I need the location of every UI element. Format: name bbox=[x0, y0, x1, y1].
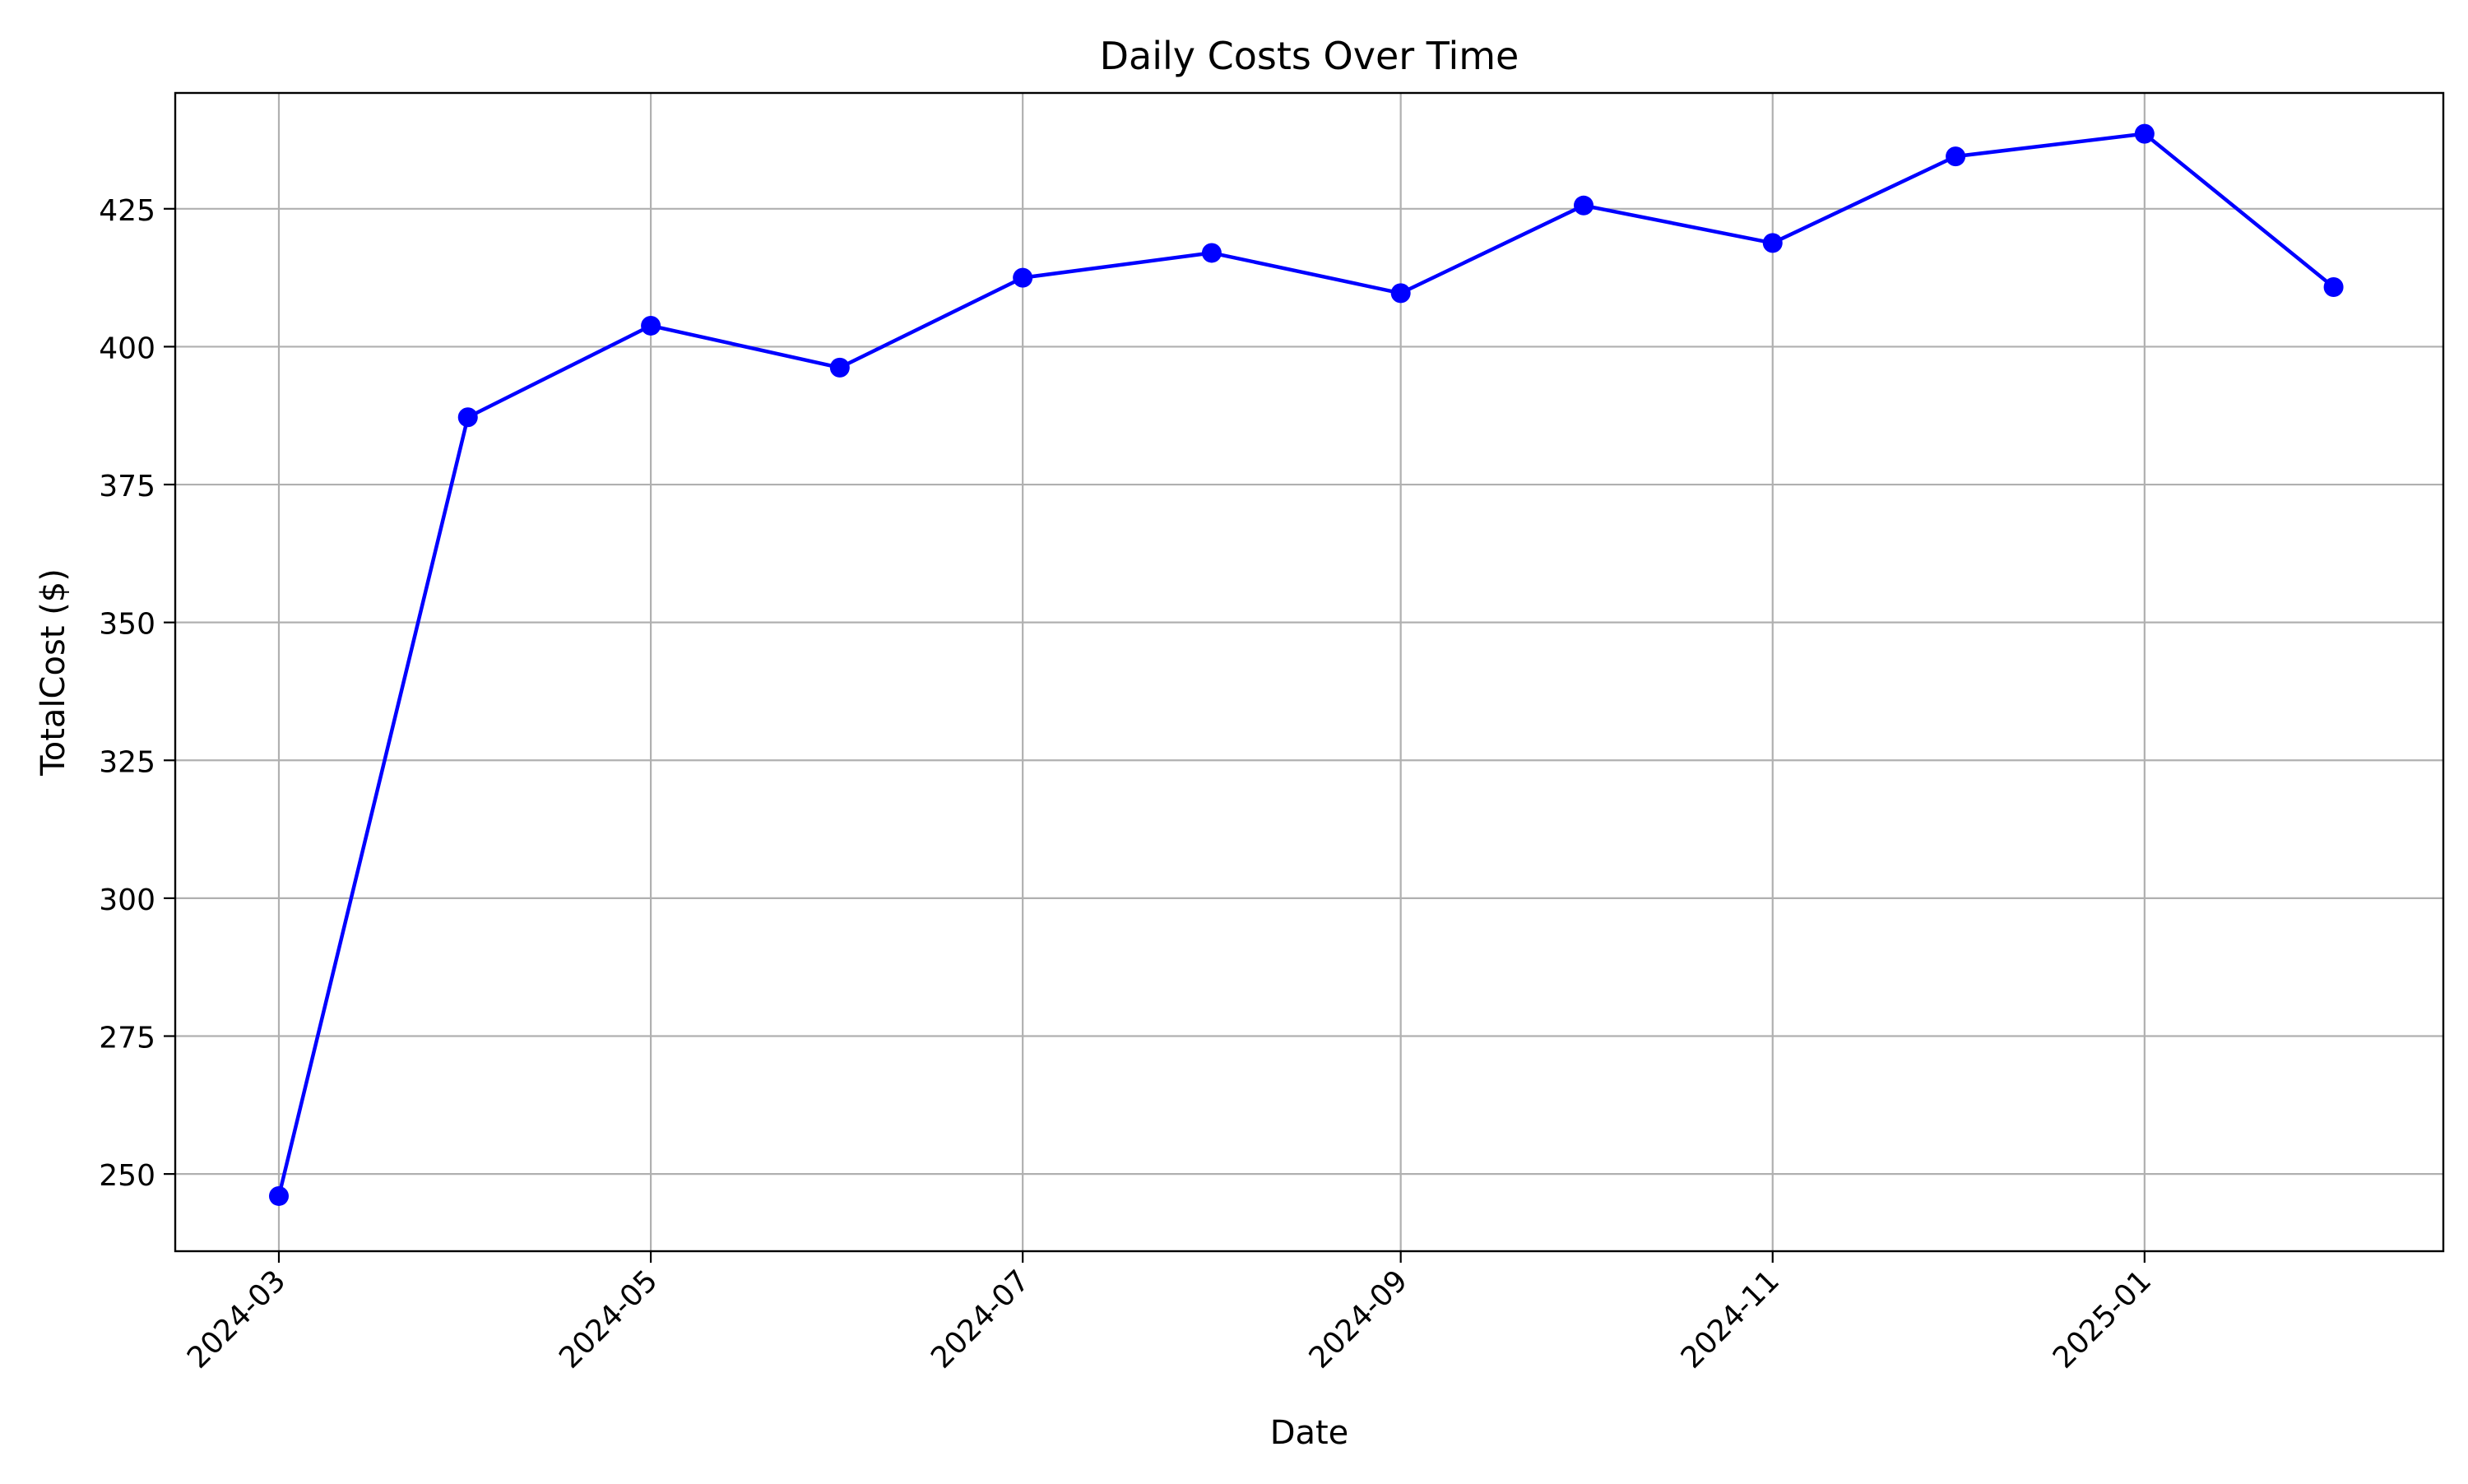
data-point bbox=[641, 315, 661, 336]
data-point bbox=[1574, 195, 1594, 216]
y-tick-label: 300 bbox=[99, 883, 155, 917]
y-tick-label: 375 bbox=[99, 470, 155, 503]
plot-frame bbox=[174, 91, 2445, 1253]
y-axis: 250 275 300 325 350 375 400 425 bbox=[99, 194, 175, 1193]
y-tick-label: 275 bbox=[99, 1022, 155, 1055]
series-layer bbox=[268, 123, 2344, 1206]
data-point bbox=[1013, 267, 1033, 288]
data-point bbox=[2323, 277, 2344, 298]
y-tick-label: 350 bbox=[99, 608, 155, 642]
data-point bbox=[457, 407, 478, 428]
y-tick-label: 250 bbox=[99, 1159, 155, 1193]
data-point bbox=[1390, 283, 1411, 304]
y-axis-label: TotalCost ($) bbox=[35, 568, 72, 777]
y-tick-label: 325 bbox=[99, 745, 155, 779]
chart-title: Daily Costs Over Time bbox=[1100, 34, 1519, 78]
y-tick-label: 425 bbox=[99, 194, 155, 228]
x-axis-label: Date bbox=[1270, 1414, 1349, 1452]
data-point bbox=[1201, 243, 1222, 263]
y-tick-label: 400 bbox=[99, 332, 155, 365]
data-point bbox=[1946, 146, 1966, 167]
data-point bbox=[829, 357, 850, 378]
data-point bbox=[1762, 233, 1783, 253]
data-point bbox=[268, 1185, 289, 1206]
series-line bbox=[276, 132, 2336, 1197]
data-point bbox=[2134, 123, 2155, 144]
